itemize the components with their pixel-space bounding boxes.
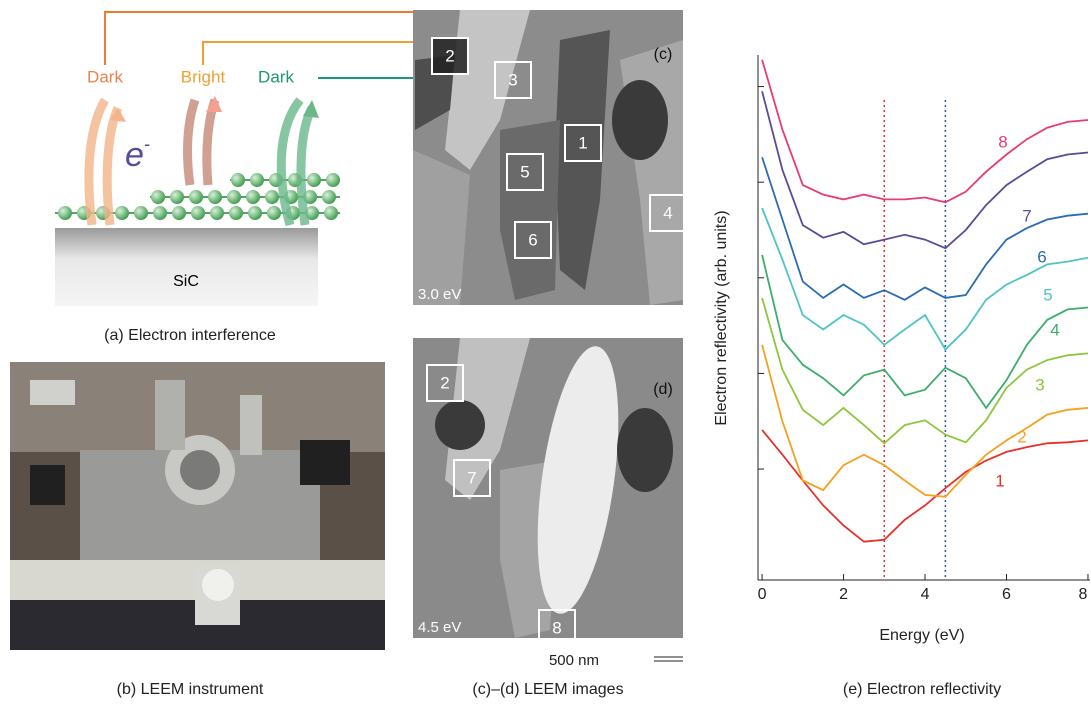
atom (246, 190, 260, 204)
curve (762, 60, 1088, 203)
x-tick-label: 0 (758, 586, 767, 603)
caption: (b) LEEM instrument (117, 681, 264, 698)
atom (231, 173, 245, 187)
atom (250, 173, 264, 187)
arrow-head (303, 100, 319, 118)
dark-label: Dark (87, 67, 123, 86)
caption: (c)–(d) LEEM images (472, 681, 623, 698)
atom (134, 206, 148, 220)
dark-label: Dark (258, 67, 294, 86)
series-label: 4 (1050, 320, 1059, 339)
scale-label: 500 nm (549, 652, 599, 669)
atom (208, 190, 222, 204)
panel-d: (d) 4.5 eV 2 7 8 500 nm (c)–(d) LEEM image… (413, 338, 683, 698)
electron-path (188, 100, 215, 185)
atom (191, 206, 205, 220)
atom (115, 206, 129, 220)
atom (324, 206, 338, 220)
series-label: 5 (1043, 285, 1052, 304)
bright-label: Bright (181, 67, 226, 86)
atom (170, 190, 184, 204)
x-axis-label: Energy (eV) (879, 627, 964, 644)
panel-e: Energy (eV) Electron reflectivity (arb. … (713, 55, 1090, 698)
atom (189, 190, 203, 204)
box-label: 8 (552, 618, 561, 637)
series-label: 8 (998, 132, 1007, 151)
page: SiC Dark Bright Dark e- (a) Electron int… (0, 0, 1091, 704)
box-label: 7 (467, 468, 476, 487)
energy-label: 4.5 eV (418, 619, 461, 636)
caption: (e) Electron reflectivity (843, 681, 1001, 698)
curve (762, 430, 1088, 542)
substrate-label: SiC (173, 273, 199, 290)
series-label: 7 (1022, 206, 1031, 225)
box-label: 3 (508, 70, 517, 89)
atom (151, 190, 165, 204)
series-label: 6 (1037, 247, 1046, 266)
atom (153, 206, 167, 220)
x-tick-label: 8 (1079, 586, 1088, 603)
x-tick-label: 2 (839, 586, 848, 603)
box-label: 2 (440, 373, 449, 392)
box-label: 5 (520, 162, 529, 181)
series-label: 3 (1035, 375, 1044, 394)
box-label: 1 (578, 133, 587, 152)
arrow-head (206, 96, 222, 112)
x-tick-label: 4 (921, 586, 930, 603)
atom (265, 190, 279, 204)
caption: (a) Electron interference (104, 327, 276, 344)
atom (248, 206, 262, 220)
panel-tag: (d) (653, 381, 673, 398)
atom (229, 206, 243, 220)
electron-symbol: e- (125, 134, 150, 174)
series-label: 2 (1017, 427, 1026, 446)
curve (762, 91, 1088, 248)
panel-tag: (c) (654, 46, 673, 63)
panel-c: (c) 3.0 eV 2 3 1 5 4 6 (413, 10, 686, 305)
x-tick-label: 6 (1002, 586, 1011, 603)
substrate (55, 228, 318, 306)
atom (227, 190, 241, 204)
atom (58, 206, 72, 220)
curve (762, 157, 1088, 299)
atom (210, 206, 224, 220)
atom (307, 173, 321, 187)
arrow (203, 42, 415, 65)
atom (326, 173, 340, 187)
atom (172, 206, 186, 220)
panel-b: (b) LEEM instrument (10, 362, 385, 698)
energy-label: 3.0 eV (418, 286, 461, 303)
atom (267, 206, 281, 220)
electron-path (281, 100, 312, 225)
atom (322, 190, 336, 204)
box-label: 2 (445, 46, 454, 65)
y-axis-label: Electron reflectivity (arb. units) (713, 210, 730, 425)
box-label: 4 (663, 203, 672, 222)
series-label: 1 (995, 471, 1004, 490)
box-label: 6 (528, 230, 537, 249)
figure: SiC Dark Bright Dark e- (a) Electron int… (0, 0, 1091, 704)
